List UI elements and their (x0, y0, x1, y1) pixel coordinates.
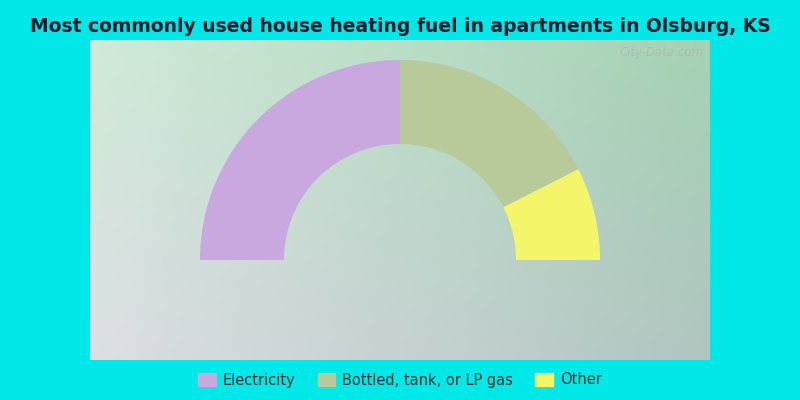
Polygon shape (503, 169, 600, 260)
Polygon shape (400, 60, 578, 207)
Legend: Electricity, Bottled, tank, or LP gas, Other: Electricity, Bottled, tank, or LP gas, O… (192, 367, 608, 393)
Polygon shape (200, 60, 400, 260)
Text: City-Data.com: City-Data.com (620, 46, 704, 59)
Text: Most commonly used house heating fuel in apartments in Olsburg, KS: Most commonly used house heating fuel in… (30, 18, 770, 36)
